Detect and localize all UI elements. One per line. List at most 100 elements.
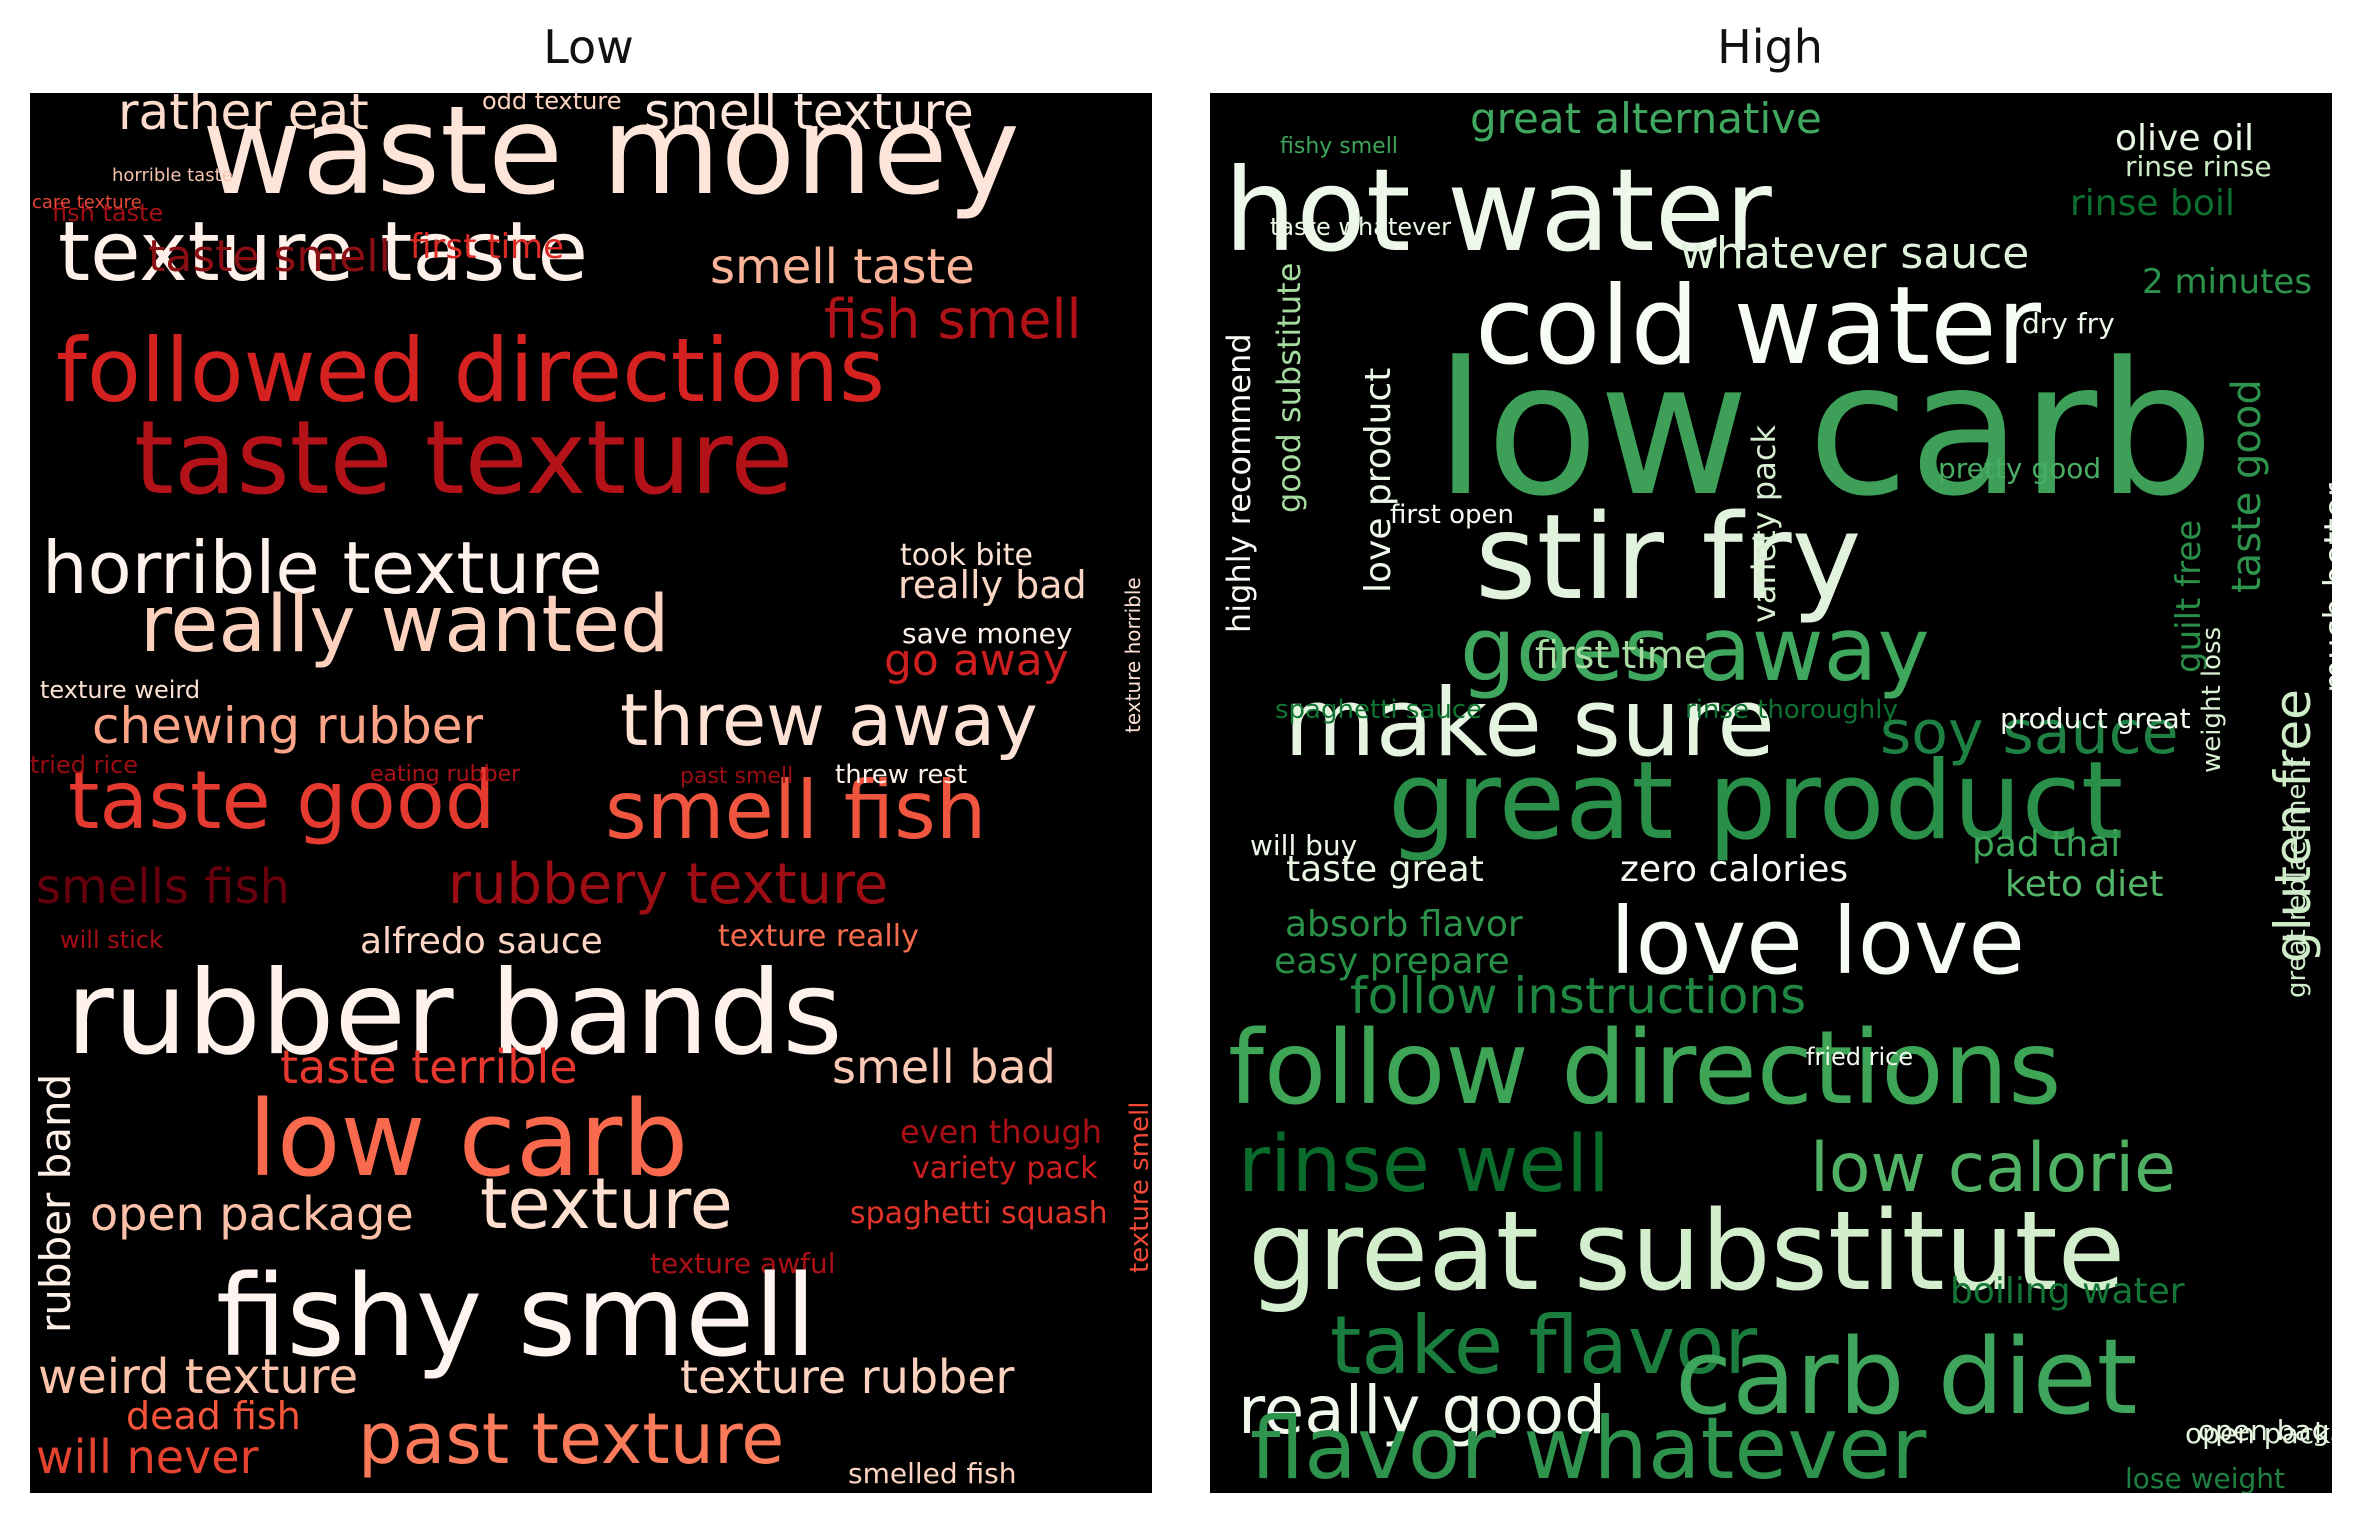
word-low-13: taste texture xyxy=(134,399,793,518)
word-low-50: smelled fish xyxy=(848,1457,1017,1490)
word-low-6: first time xyxy=(410,227,564,267)
word-low-10: horrible taste xyxy=(112,165,233,186)
word-low-36: smell bad xyxy=(832,1040,1056,1094)
word-low-23: taste good xyxy=(68,754,496,847)
word-high-50: weight loss xyxy=(2197,627,2227,773)
word-high-22: taste great xyxy=(1286,849,1484,890)
panel-title-low: Low xyxy=(543,20,634,74)
word-high-13: goes away xyxy=(1460,598,1930,701)
word-high-0: fishy smell xyxy=(1280,134,1398,159)
word-low-31: alfredo sauce xyxy=(360,921,603,962)
word-high-9: cold water xyxy=(1475,264,2042,389)
word-high-29: follow instructions xyxy=(1350,967,1806,1025)
word-low-38: even though xyxy=(900,1113,1102,1151)
word-low-43: texture awful xyxy=(650,1247,835,1280)
word-high-21: taste good xyxy=(2224,379,2270,593)
wordcloud-high: fishy smell great alternative hot water oli… xyxy=(1210,93,2332,1493)
word-low-44: fishy smell xyxy=(216,1252,816,1382)
word-high-25: keto diet xyxy=(2005,864,2163,905)
word-high-41: first open xyxy=(1390,500,1514,530)
word-high-14: make sure xyxy=(1284,669,1775,778)
word-low-41: texture xyxy=(480,1163,733,1245)
word-high-47: highly recommend xyxy=(1220,333,1258,633)
word-high-40: first time xyxy=(1535,633,1707,677)
word-low-32: will stick xyxy=(60,926,163,954)
word-high-37: really good xyxy=(1238,1372,1606,1449)
word-high-39: open package xyxy=(2185,1417,2332,1450)
word-high-44: fried rice xyxy=(1806,1043,1913,1071)
word-high-20: guilt free xyxy=(2169,520,2209,673)
word-low-34: rubber bands xyxy=(66,946,843,1081)
word-low-40: open package xyxy=(90,1187,414,1241)
word-high-49: much better xyxy=(2317,483,2332,693)
word-low-49: will never xyxy=(36,1430,259,1484)
word-high-42: spaghetti sauce xyxy=(1275,695,1482,725)
panel-title-high: High xyxy=(1717,20,1823,74)
word-low-1: rather eat xyxy=(118,93,369,141)
word-high-51: great replacement xyxy=(2282,757,2312,998)
word-low-16: took bite xyxy=(900,538,1033,573)
word-low-29: smells fish xyxy=(36,859,290,915)
word-high-2: hot water xyxy=(1224,144,1772,277)
word-low-17: really bad xyxy=(898,563,1087,607)
word-low-46: texture rubber xyxy=(680,1350,1015,1404)
word-low-42: spaghetti squash xyxy=(850,1196,1108,1231)
word-low-47: dead fish xyxy=(126,1394,301,1438)
word-high-33: great substitute xyxy=(1248,1187,2125,1315)
word-low-7: taste smell xyxy=(148,231,391,282)
word-high-15: soy sauce xyxy=(1880,698,2179,768)
word-low-2: smell texture xyxy=(644,93,974,141)
word-low-0: waste money xyxy=(202,93,1020,222)
word-low-45: weird texture xyxy=(38,1349,358,1405)
word-low-39: variety pack xyxy=(912,1151,1098,1186)
word-high-36: carb diet xyxy=(1675,1316,2137,1438)
word-high-8: 2 minutes xyxy=(2142,262,2312,302)
word-high-30: follow directions xyxy=(1228,1009,2061,1128)
word-high-10: dry fry xyxy=(2022,307,2115,340)
word-high-31: rinse well xyxy=(1238,1120,1610,1210)
word-high-52: lose weight xyxy=(2125,1462,2285,1493)
word-high-23: zero calories xyxy=(1620,849,1848,890)
word-high-18: pretty good xyxy=(1938,452,2101,485)
word-high-46: variety pack xyxy=(1745,425,1783,623)
word-low-11: care texture xyxy=(32,192,142,213)
word-low-37: low carb xyxy=(248,1078,688,1200)
word-high-35: boiling water xyxy=(1950,1271,2185,1312)
word-high-11: low carb xyxy=(1435,323,2214,537)
word-high-45: love product xyxy=(1358,368,1399,593)
word-high-4: rinse rinse xyxy=(2125,150,2272,183)
word-low-9: fish taste xyxy=(52,199,163,227)
word-high-26: absorb flavor xyxy=(1285,904,1523,945)
word-low-18: save money xyxy=(902,617,1072,650)
word-low-24: smell fish xyxy=(605,764,986,857)
word-high-6: taste whatever xyxy=(1270,213,1451,241)
word-low-19: go away xyxy=(884,635,1069,686)
word-low-28: tried rice xyxy=(30,751,138,779)
word-low-51: rubber band xyxy=(31,1074,80,1333)
word-high-34: take flavor xyxy=(1330,1299,1757,1392)
word-high-32: low calorie xyxy=(1810,1129,2176,1208)
word-high-1: great alternative xyxy=(1470,94,1822,143)
word-low-48: past texture xyxy=(358,1398,784,1480)
word-high-3: olive oil xyxy=(2115,118,2254,159)
word-low-33: texture really xyxy=(718,919,919,954)
word-low-25: threw rest xyxy=(835,760,967,790)
word-low-20: chewing rubber xyxy=(92,697,484,755)
word-low-3: odd texture xyxy=(482,93,621,115)
word-high-5: rinse boil xyxy=(2070,183,2235,224)
word-low-4: texture taste xyxy=(58,205,588,300)
word-low-26: eating rubber xyxy=(370,762,521,787)
word-low-5: smell taste xyxy=(710,239,975,295)
word-low-27: past smell xyxy=(680,764,793,789)
word-low-30: rubbery texture xyxy=(448,852,888,917)
word-high-54: open bag xyxy=(2198,1414,2329,1447)
word-low-8: fish smell xyxy=(824,288,1082,351)
word-high-16: product great xyxy=(2000,702,2191,735)
word-low-15: really wanted xyxy=(140,580,670,670)
word-high-43: rinse thoroughly xyxy=(1685,695,1898,725)
word-high-19: gluten free xyxy=(2264,689,2322,963)
word-low-12: followed directions xyxy=(56,319,885,422)
word-low-35: taste terrible xyxy=(280,1040,578,1094)
